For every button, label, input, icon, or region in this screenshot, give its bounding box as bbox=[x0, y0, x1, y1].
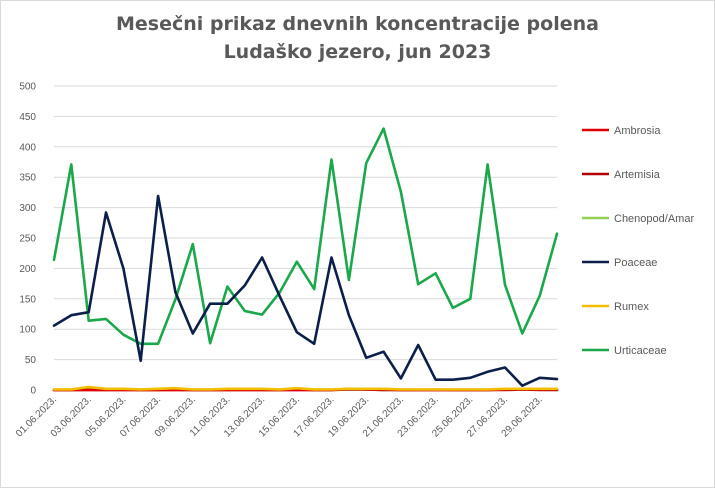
y-tick-label: 400 bbox=[19, 142, 36, 153]
y-tick-label: 200 bbox=[19, 264, 36, 275]
series-line-poaceae bbox=[52, 194, 559, 388]
legend-entry: Ambrosia bbox=[614, 125, 661, 137]
series-line-rumex bbox=[52, 385, 559, 391]
y-tick-label: 150 bbox=[19, 294, 36, 305]
legend: Ambrosia Artemisia Chenopod/Amar Poaceae Rum… bbox=[582, 125, 694, 357]
y-tick-label: 350 bbox=[19, 173, 36, 184]
chart-title: Mesečni prikaz dnevnih koncentracije pol… bbox=[0, 10, 715, 66]
legend-entry: Artemisia bbox=[614, 169, 661, 181]
y-tick-label: 250 bbox=[19, 234, 36, 245]
x-axis-ticks: 01.06.2023.03.06.2023.05.06.2023.07.06.2… bbox=[14, 394, 545, 439]
y-tick-label: 500 bbox=[19, 82, 36, 93]
y-tick-label: 300 bbox=[19, 203, 36, 214]
y-tick-label: 450 bbox=[19, 112, 36, 123]
y-tick-label: 50 bbox=[25, 355, 37, 366]
y-tick-label: 100 bbox=[19, 325, 36, 336]
chart-title-line-1: Mesečni prikaz dnevnih koncentracije pol… bbox=[116, 13, 599, 35]
legend-entry: Rumex bbox=[614, 301, 649, 313]
series-lines bbox=[52, 127, 559, 392]
gridlines bbox=[54, 85, 557, 391]
legend-entry: Urticaceae bbox=[614, 345, 667, 357]
y-tick-label: 0 bbox=[30, 386, 36, 397]
y-axis-ticks: 0 50 100 150 200 250 300 350 400 450 500 bbox=[19, 82, 36, 397]
chart-title-line-2: Ludaško jezero, jun 2023 bbox=[223, 41, 492, 63]
series-line-urticaceae bbox=[52, 127, 559, 346]
legend-entry: Poaceae bbox=[614, 257, 657, 269]
legend-entry: Chenopod/Amar bbox=[614, 213, 694, 225]
